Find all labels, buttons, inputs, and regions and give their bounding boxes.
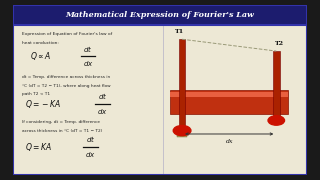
Text: Mathematical Expression of Fourier's Law: Mathematical Expression of Fourier's Law (66, 11, 254, 19)
Circle shape (268, 116, 284, 125)
Text: heat conduction:: heat conduction: (22, 41, 59, 45)
Text: T1: T1 (174, 29, 184, 34)
Text: $Q = -K A$: $Q = -K A$ (25, 98, 61, 110)
Text: dt = Temp. difference across thickness in: dt = Temp. difference across thickness i… (22, 75, 110, 79)
Circle shape (173, 125, 191, 136)
Text: $Q \propto A$: $Q \propto A$ (30, 50, 52, 62)
Text: $Q = K A$: $Q = K A$ (25, 141, 52, 153)
Text: $dx$: $dx$ (83, 59, 93, 68)
Bar (179, 39, 185, 131)
Text: $dt$: $dt$ (86, 134, 96, 144)
Text: path T2 < T1: path T2 < T1 (22, 92, 50, 96)
Bar (271, 119, 282, 124)
Text: Expression of Equation of Fourier's law of: Expression of Equation of Fourier's law … (22, 32, 112, 36)
Text: $dt$: $dt$ (83, 44, 92, 53)
Bar (13, 5, 307, 25)
Text: $dt$: $dt$ (98, 91, 107, 101)
Text: $dx$: $dx$ (85, 150, 96, 159)
Bar (273, 51, 280, 120)
Text: T2: T2 (275, 41, 284, 46)
Bar (170, 92, 288, 97)
Bar (170, 90, 288, 114)
Text: $dx$: $dx$ (97, 107, 108, 116)
Bar (177, 131, 188, 137)
Text: °C (dT = T2 − T1), where along heat flow: °C (dT = T2 − T1), where along heat flow (22, 84, 110, 88)
Text: across thickness in °C (dT = T1 − T2): across thickness in °C (dT = T1 − T2) (22, 129, 102, 133)
Text: If considering, dt = Temp. difference: If considering, dt = Temp. difference (22, 120, 100, 124)
Text: dx: dx (225, 139, 233, 144)
